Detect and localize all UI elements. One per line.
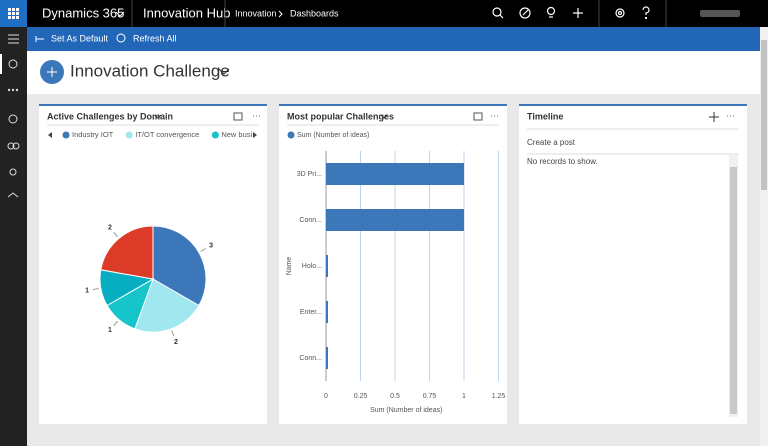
y-tick-label: 3D Pri...	[297, 171, 322, 178]
panel	[279, 104, 507, 424]
leader-line	[113, 320, 119, 327]
more-icon[interactable]: ···	[252, 110, 261, 120]
legend-label: Sum (Number of ideas)	[297, 132, 369, 139]
y-tick-label: Conn...	[299, 217, 322, 224]
bar	[326, 301, 328, 323]
x-tick-label: 1	[462, 393, 466, 400]
data-label: 3	[209, 242, 213, 249]
leader-line	[200, 248, 207, 252]
top-icons[interactable]	[492, 6, 650, 20]
x-tick-label: 0.5	[390, 393, 400, 400]
add-icon[interactable]	[709, 112, 719, 122]
pie-slice	[100, 225, 154, 280]
leader-line	[92, 288, 99, 291]
y-tick-label: Enter...	[300, 309, 322, 316]
timeline-title: Timeline	[527, 111, 563, 121]
bar	[326, 255, 328, 277]
side-nav-icons[interactable]	[7, 34, 20, 198]
side-nav	[0, 27, 27, 446]
y-tick-label: Conn...	[299, 355, 322, 362]
side-nav-active	[0, 54, 2, 74]
refresh-icon	[116, 33, 126, 43]
dashboard-chevron[interactable]	[218, 68, 230, 75]
data-label: 2	[108, 225, 112, 232]
x-axis-label: Sum (Number of ideas)	[370, 407, 442, 414]
dashboard-title[interactable]: Innovation Challenge	[70, 61, 230, 80]
breadcrumb[interactable]: Innovation	[235, 8, 277, 18]
breadcrumb[interactable]: Dashboards	[290, 8, 339, 18]
x-tick-label: 1.25	[492, 393, 506, 400]
breadcrumb-sep	[278, 10, 283, 18]
panel-accent	[39, 104, 267, 106]
top-bar	[0, 0, 768, 27]
leader-line	[113, 231, 119, 238]
legend-prev[interactable]	[48, 132, 52, 138]
timeline-scroll-thumb[interactable]	[730, 167, 737, 414]
expand-icon[interactable]	[473, 112, 483, 121]
x-tick-label: 0	[324, 393, 328, 400]
more-icon[interactable]: ···	[490, 110, 499, 120]
set-default-button[interactable]: Set As Default	[51, 33, 109, 43]
expand-icon[interactable]	[233, 112, 243, 121]
bar	[326, 347, 328, 369]
chart-chevron[interactable]	[154, 114, 162, 119]
page-scrollbar[interactable]	[760, 27, 768, 446]
pin-icon	[35, 36, 44, 42]
chart-title[interactable]: Active Challenges by Domain	[47, 111, 173, 121]
panel-accent	[519, 104, 747, 106]
command-bar	[27, 27, 760, 51]
area-name[interactable]: Innovation Hub	[143, 5, 230, 20]
bar	[326, 209, 464, 231]
legend-label: IT/OT convergence	[135, 130, 199, 139]
legend-swatch	[211, 131, 219, 139]
title-area	[27, 51, 760, 94]
launcher-icon	[8, 8, 19, 19]
panel	[519, 104, 747, 424]
app-name[interactable]: Dynamics 365	[42, 5, 124, 20]
y-axis-label: Name	[286, 257, 293, 276]
legend-label: New busi	[221, 130, 252, 139]
x-tick-label: 0.75	[423, 393, 437, 400]
panel-accent	[279, 104, 507, 106]
app-chevron[interactable]	[115, 11, 125, 17]
legend-swatch	[287, 131, 295, 139]
chart-title[interactable]: Most popular Challenges	[287, 111, 394, 121]
data-label: 1	[85, 287, 89, 294]
legend-label: Industry IOT	[72, 130, 114, 139]
x-tick-label: 0.25	[354, 393, 368, 400]
page-scroll-thumb[interactable]	[761, 40, 767, 190]
dashboard-icon-glyph	[47, 67, 57, 77]
empty-message: No records to show.	[527, 157, 598, 166]
legend-swatch	[125, 131, 133, 139]
legend-swatch	[62, 131, 70, 139]
chart-chevron[interactable]	[380, 114, 388, 119]
pie-slice	[134, 278, 200, 333]
legend-next[interactable]	[253, 132, 257, 138]
create-post[interactable]: Create a post	[527, 138, 576, 147]
leader-line	[171, 330, 175, 337]
data-label: 2	[174, 339, 178, 346]
bar	[326, 163, 464, 185]
refresh-button[interactable]: Refresh All	[133, 33, 177, 43]
data-label: 1	[108, 327, 112, 334]
pie-slice	[152, 225, 207, 307]
y-tick-label: Holo...	[302, 263, 322, 270]
user-name-blurred[interactable]	[700, 10, 740, 17]
more-icon[interactable]: ···	[726, 110, 735, 120]
